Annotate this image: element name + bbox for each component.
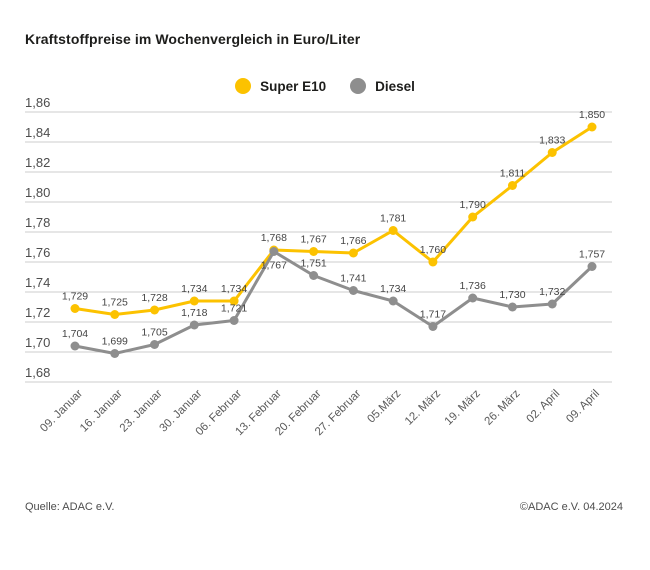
svg-text:1,757: 1,757 <box>579 249 605 261</box>
legend-item-super-e10: Super E10 <box>235 78 326 94</box>
svg-text:1,728: 1,728 <box>141 292 167 304</box>
svg-text:1,781: 1,781 <box>380 213 406 225</box>
chart-legend: Super E10 Diesel <box>0 78 650 94</box>
diesel-dot-icon <box>350 78 367 94</box>
svg-text:1,718: 1,718 <box>181 307 207 319</box>
svg-text:1,82: 1,82 <box>25 155 50 170</box>
svg-text:1,729: 1,729 <box>62 291 88 303</box>
svg-text:1,767: 1,767 <box>261 260 287 272</box>
svg-text:1,732: 1,732 <box>539 286 565 298</box>
source-note: Quelle: ADAC e.V. <box>25 501 115 513</box>
svg-text:1,80: 1,80 <box>25 185 50 200</box>
svg-text:1,84: 1,84 <box>25 125 50 140</box>
page-title: Kraftstoffpreise im Wochenvergleich in E… <box>25 31 361 47</box>
legend-label-diesel: Diesel <box>375 78 415 94</box>
svg-text:1,734: 1,734 <box>181 283 207 295</box>
legend-item-diesel: Diesel <box>350 78 415 94</box>
svg-text:1,766: 1,766 <box>340 235 366 247</box>
svg-text:1,721: 1,721 <box>221 303 247 315</box>
copyright-note: ©ADAC e.V. 04.2024 <box>519 501 623 513</box>
super-e10-dot-icon <box>235 78 252 94</box>
svg-text:1,734: 1,734 <box>221 283 247 295</box>
svg-text:1,736: 1,736 <box>460 280 486 292</box>
svg-text:1,68: 1,68 <box>25 365 50 380</box>
svg-text:1,74: 1,74 <box>25 275 50 290</box>
svg-text:1,717: 1,717 <box>420 309 446 321</box>
svg-text:1,70: 1,70 <box>25 335 50 350</box>
svg-text:1,725: 1,725 <box>102 297 128 309</box>
svg-text:12. März: 12. März <box>403 387 443 427</box>
svg-text:26. März: 26. März <box>482 387 522 427</box>
svg-text:1,751: 1,751 <box>300 258 326 270</box>
svg-text:1,704: 1,704 <box>62 328 88 340</box>
svg-text:1,790: 1,790 <box>460 199 486 211</box>
svg-text:1,86: 1,86 <box>25 95 50 110</box>
svg-text:1,72: 1,72 <box>25 305 50 320</box>
svg-text:1,768: 1,768 <box>261 232 287 244</box>
svg-text:1,767: 1,767 <box>300 234 326 246</box>
svg-text:09. April: 09. April <box>564 388 602 426</box>
svg-text:1,850: 1,850 <box>579 109 605 121</box>
svg-text:1,699: 1,699 <box>102 336 128 348</box>
legend-label-super-e10: Super E10 <box>260 78 327 94</box>
svg-text:1,833: 1,833 <box>539 135 565 147</box>
svg-text:1,76: 1,76 <box>25 245 50 260</box>
svg-text:1,734: 1,734 <box>380 283 406 295</box>
svg-text:1,760: 1,760 <box>420 244 446 256</box>
svg-text:1,78: 1,78 <box>25 215 50 230</box>
svg-text:19. März: 19. März <box>443 387 483 427</box>
svg-text:1,811: 1,811 <box>500 168 526 180</box>
svg-text:02. April: 02. April <box>524 388 562 426</box>
svg-text:1,741: 1,741 <box>340 273 366 285</box>
svg-text:05.März: 05.März <box>365 387 403 425</box>
svg-text:1,705: 1,705 <box>141 327 167 339</box>
svg-text:1,730: 1,730 <box>499 289 525 301</box>
